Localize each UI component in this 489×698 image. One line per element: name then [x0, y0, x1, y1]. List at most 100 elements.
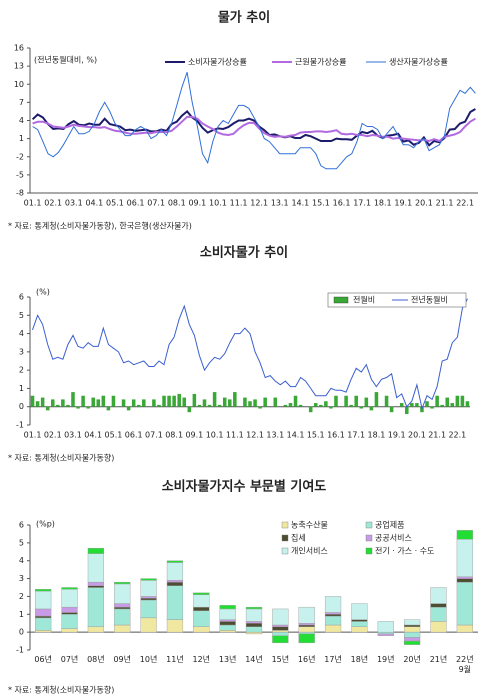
- x-tick-label: 22년 9월: [456, 655, 474, 674]
- bar-segment: [193, 606, 210, 611]
- source-note: * 자료: 통계청(소비자물가동향): [8, 453, 114, 463]
- bar: [298, 404, 303, 407]
- chart-title: 소비자물가지수 부문별 기여도: [162, 479, 327, 495]
- bar: [293, 395, 298, 407]
- legend-swatch: [365, 521, 373, 529]
- y-tick-label: -8: [16, 189, 24, 198]
- x-tick-label: 08년: [87, 655, 105, 664]
- bar-segment: [140, 580, 157, 597]
- bar-segment: [245, 626, 263, 633]
- bar-segment: [219, 619, 236, 622]
- bar: [364, 397, 369, 407]
- y-tick-label: 0: [19, 402, 24, 411]
- y-tick-label: 2: [19, 592, 24, 601]
- bar: [222, 397, 227, 407]
- y-tick-label: 4: [19, 116, 24, 125]
- bar-segment: [35, 630, 52, 633]
- x-tick-label: 07.1: [147, 199, 165, 208]
- bar: [131, 399, 136, 407]
- x-tick-label: 21년: [429, 655, 448, 664]
- x-tick-label: 06.1: [127, 199, 145, 208]
- bar-segment: [193, 610, 210, 627]
- bar-segment: [193, 594, 210, 608]
- line-series: [32, 298, 468, 411]
- bar-segment: [219, 608, 236, 620]
- bar-segment: [298, 606, 315, 624]
- bar: [445, 397, 450, 407]
- bar: [172, 395, 176, 407]
- bar: [405, 406, 409, 415]
- bar: [324, 401, 328, 407]
- bar-segment: [351, 619, 368, 622]
- legend-label: 공공서비스: [375, 534, 412, 543]
- source-note: * 자료: 통계청(소비자물가동향): [8, 685, 114, 695]
- bar: [66, 404, 70, 407]
- bar-segment: [272, 635, 289, 644]
- x-tick-label: 04.1: [85, 199, 103, 208]
- legend-label: 농축수산물: [291, 520, 328, 530]
- x-tick-label: 21.1: [428, 431, 446, 440]
- x-tick-label: 02.1: [44, 199, 62, 208]
- legend-label: 근원물가상승률: [295, 57, 347, 67]
- y-tick-label: 5: [19, 538, 24, 547]
- legend-swatch: [281, 547, 289, 555]
- y-unit-label: (%): [36, 288, 50, 297]
- bar: [207, 404, 212, 407]
- bar-segment: [114, 581, 131, 585]
- bar: [288, 403, 293, 407]
- y-tick-label: 13: [14, 62, 24, 71]
- bar: [359, 406, 364, 409]
- source-note: * 자료: 통계청(소비자물가동향), 한국은행(생산자물가): [8, 221, 192, 231]
- bar-segment: [193, 626, 210, 633]
- x-tick-label: 19.1: [388, 431, 406, 440]
- bar: [233, 392, 237, 407]
- bar: [455, 395, 460, 407]
- bar-segment: [272, 624, 289, 627]
- bar: [253, 399, 257, 407]
- bar-segment: [114, 583, 131, 604]
- bar-segment: [245, 606, 263, 610]
- x-tick-label: 15년: [271, 655, 290, 664]
- x-tick-label: 04.1: [84, 431, 102, 440]
- y-tick-label: -5: [16, 170, 24, 179]
- bar-segment: [272, 608, 289, 626]
- x-tick-label: 02.1: [44, 431, 62, 440]
- x-tick-label: 05.1: [106, 199, 124, 208]
- bar-segment: [324, 614, 342, 617]
- bar: [329, 406, 333, 409]
- bar: [40, 397, 45, 407]
- bar-segment: [430, 606, 447, 622]
- y-tick-label: 6: [19, 293, 24, 302]
- x-tick-label: 11.1: [226, 431, 244, 440]
- x-tick-label: 16년: [297, 655, 316, 664]
- y-unit-label: (%p): [36, 520, 55, 529]
- x-tick-label: 14.1: [291, 199, 309, 208]
- bar: [334, 395, 338, 407]
- bar-segment: [351, 626, 368, 633]
- bar: [202, 399, 207, 407]
- x-tick-label: 03.1: [65, 199, 83, 208]
- x-tick-label: 09.1: [188, 199, 206, 208]
- x-tick-label: 12.1: [246, 431, 264, 440]
- x-tick-label: 10년: [139, 655, 158, 664]
- bar-segment: [61, 589, 78, 608]
- x-tick-label: 01.1: [24, 199, 42, 208]
- bar-segment: [324, 596, 342, 613]
- bar: [56, 404, 60, 407]
- bar: [187, 406, 192, 413]
- y-tick-label: -2: [16, 152, 24, 161]
- x-tick-label: 14년: [245, 655, 263, 664]
- x-tick-label: 20.1: [408, 431, 426, 440]
- x-tick-label: 07년: [60, 655, 79, 664]
- bar-segment: [166, 560, 184, 563]
- y-tick-label: 3: [19, 347, 24, 356]
- bar-segment: [324, 615, 342, 626]
- bar-segment: [324, 624, 342, 633]
- bar-segment: [87, 548, 104, 554]
- y-tick-label: 2: [19, 366, 24, 375]
- bar: [319, 404, 323, 407]
- legend-swatch: [281, 521, 289, 529]
- bar-segment: [456, 578, 473, 583]
- legend-label: 전월비: [353, 295, 375, 305]
